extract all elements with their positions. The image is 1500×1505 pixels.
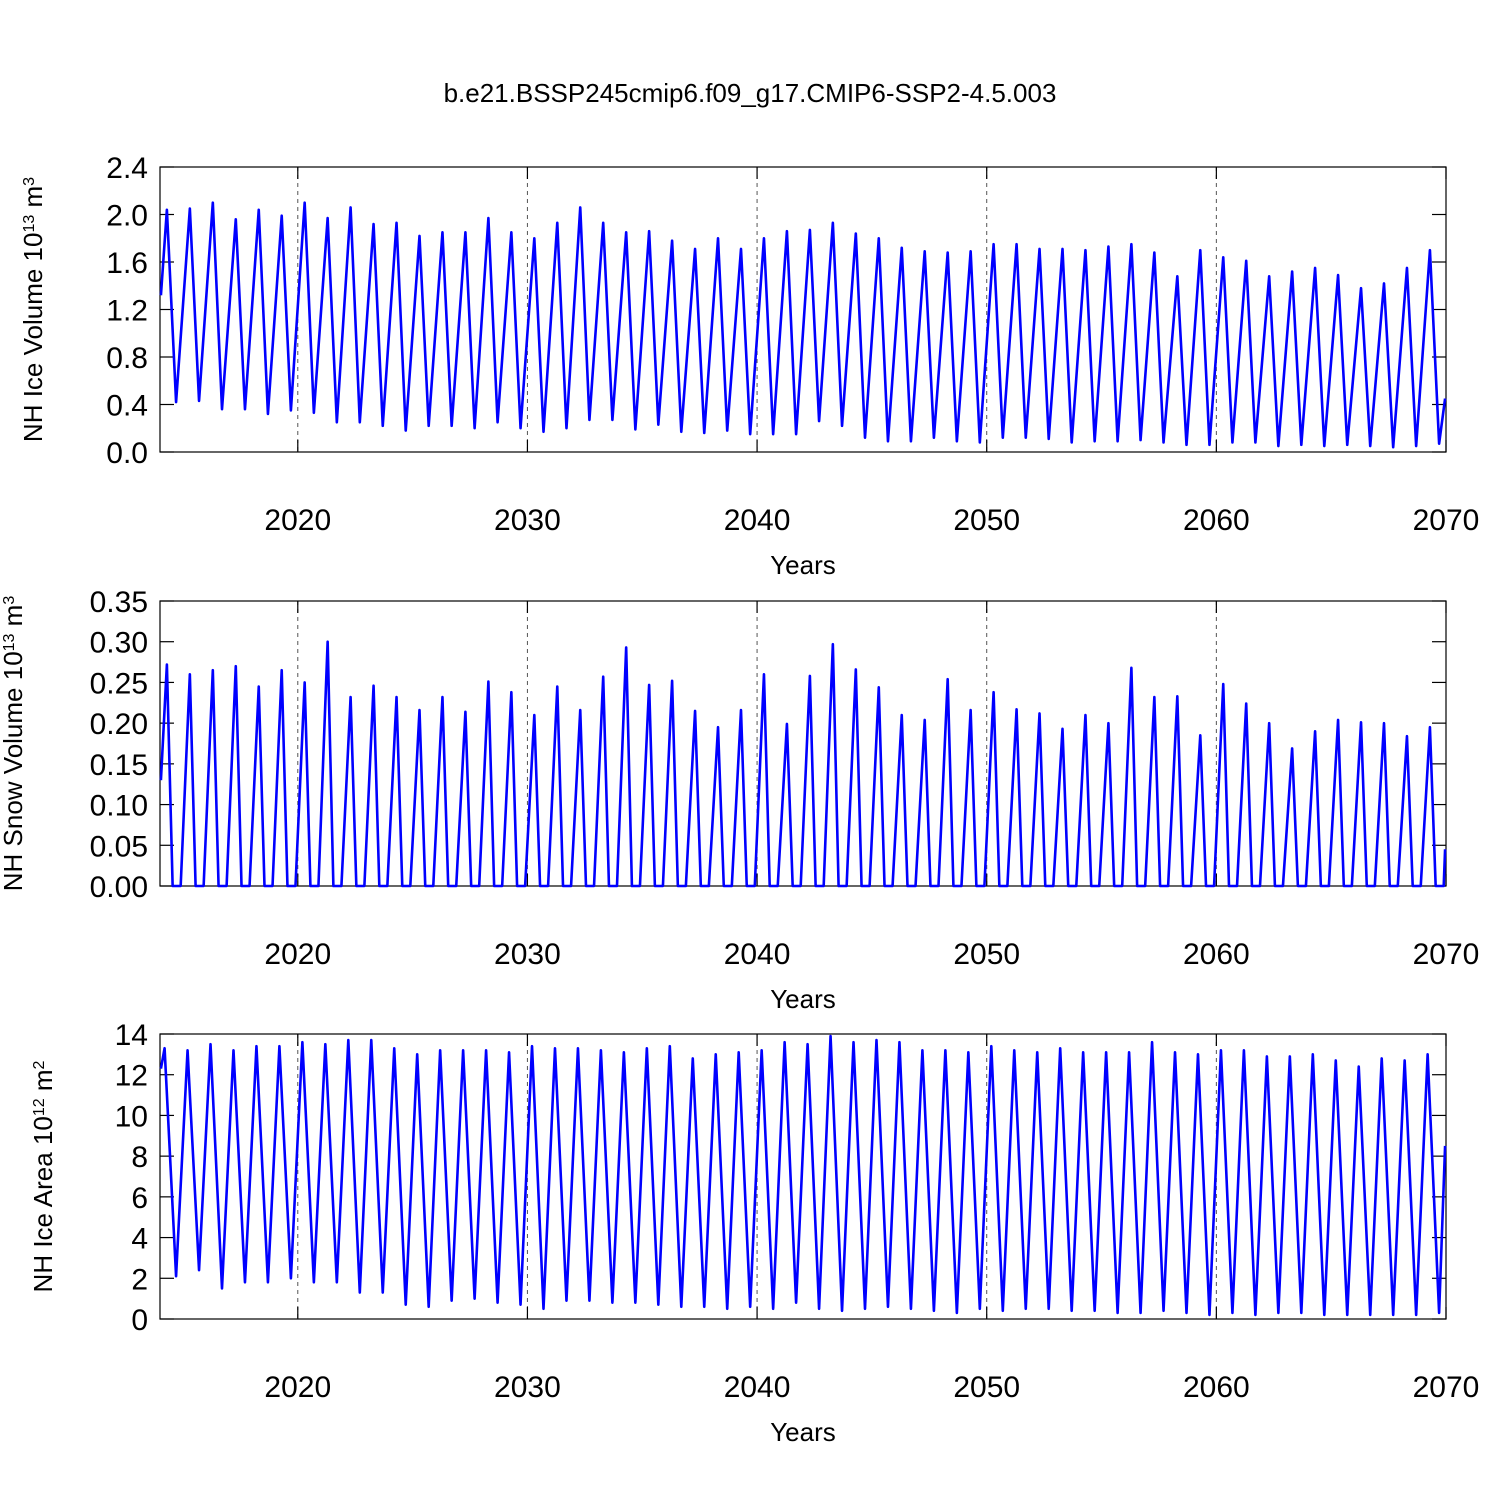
panel: 2020 2030 2040 2050 2060 2070 0.0 0.4 0.8 1.2 1.6 2…: [18, 152, 1479, 580]
y-tick-label: 2.0: [106, 200, 148, 233]
y-tick-label: 0.10: [90, 790, 148, 823]
x-tick-label: 2020: [264, 1371, 331, 1404]
y-tick-label: 1.6: [106, 247, 148, 280]
y-axis-label-part: NH Snow Volume 10: [0, 651, 28, 891]
y-tick-label: 10: [115, 1100, 148, 1133]
y-axis-label-part: 12: [31, 1098, 48, 1116]
y-tick-label: 0.05: [90, 830, 148, 863]
y-axis-label-part: m: [0, 605, 28, 634]
x-tick-label: 2060: [1183, 938, 1250, 971]
y-axis-label-part: NH Ice Area 10: [28, 1116, 58, 1292]
y-axis-label-part: NH Ice Volume 10: [18, 233, 48, 443]
plot-frame: [159, 166, 1447, 453]
panel: 2020 2030 2040 2050 2060 2070 0 2 4 6 8 10 12 14 Years…: [28, 1019, 1479, 1447]
y-axis-label-part: 2: [31, 1060, 48, 1069]
y-tick-label: 14: [115, 1019, 148, 1052]
figure-title: b.e21.BSSP245cmip6.f09_g17.CMIP6-SSP2-4.…: [444, 78, 1057, 108]
x-tick-label: 2070: [1413, 504, 1480, 537]
x-tick-label: 2050: [953, 1371, 1020, 1404]
data-line: [159, 201, 1447, 449]
y-axis-label-part: 13: [21, 215, 38, 233]
y-tick-label: 0.35: [90, 586, 148, 619]
y-tick-label: 0: [131, 1304, 148, 1337]
panel: 2020 2030 2040 2050 2060 2070 0.00 0.05 0.10 0.15…: [0, 586, 1479, 1014]
y-tick-label: 1.2: [106, 295, 148, 328]
y-tick-label: 0.8: [106, 342, 148, 375]
data-line: [159, 1034, 1447, 1317]
x-tick-label: 2070: [1413, 938, 1480, 971]
y-tick-label: 0.20: [90, 708, 148, 741]
x-tick-label: 2050: [953, 504, 1020, 537]
plot-frame: [159, 600, 1447, 887]
y-axis-label-part: m: [28, 1069, 58, 1098]
y-tick-label: 12: [115, 1060, 148, 1093]
x-tick-label: 2030: [494, 938, 561, 971]
x-tick-label: 2030: [494, 504, 561, 537]
y-tick-label: 2: [131, 1263, 148, 1296]
y-tick-label: 0.00: [90, 871, 148, 904]
y-axis-label-part: m: [18, 186, 48, 215]
y-axis-label: NH Snow Volume 1013 m3: [0, 596, 28, 892]
plot-frame: [159, 1033, 1447, 1320]
y-tick-label: 2.4: [106, 152, 148, 185]
x-tick-label: 2030: [494, 1371, 561, 1404]
y-axis-label: NH Ice Volume 1013 m3: [18, 177, 48, 442]
x-tick-label: 2020: [264, 938, 331, 971]
y-tick-label: 0.0: [106, 437, 148, 470]
y-tick-label: 0.15: [90, 749, 148, 782]
y-tick-label: 0.4: [106, 390, 148, 423]
y-axis-label-part: 3: [21, 177, 38, 186]
y-tick-label: 4: [131, 1223, 148, 1256]
y-tick-label: 8: [131, 1141, 148, 1174]
y-axis-label-part: 13: [1, 633, 18, 651]
y-axis-label-part: 3: [1, 596, 18, 605]
x-tick-label: 2040: [724, 938, 791, 971]
x-axis-label: Years: [770, 1417, 836, 1447]
x-tick-label: 2040: [724, 1371, 791, 1404]
x-axis-label: Years: [770, 984, 836, 1014]
x-tick-label: 2060: [1183, 504, 1250, 537]
x-axis-label: Years: [770, 550, 836, 580]
x-tick-label: 2040: [724, 504, 791, 537]
data-line: [159, 640, 1447, 888]
y-tick-label: 0.25: [90, 667, 148, 700]
x-tick-label: 2060: [1183, 1371, 1250, 1404]
y-axis-label: NH Ice Area 1012 m2: [28, 1060, 58, 1292]
y-tick-label: 0.30: [90, 627, 148, 660]
x-tick-label: 2050: [953, 938, 1020, 971]
y-tick-label: 6: [131, 1182, 148, 1215]
x-tick-label: 2070: [1413, 1371, 1480, 1404]
x-tick-label: 2020: [264, 504, 331, 537]
